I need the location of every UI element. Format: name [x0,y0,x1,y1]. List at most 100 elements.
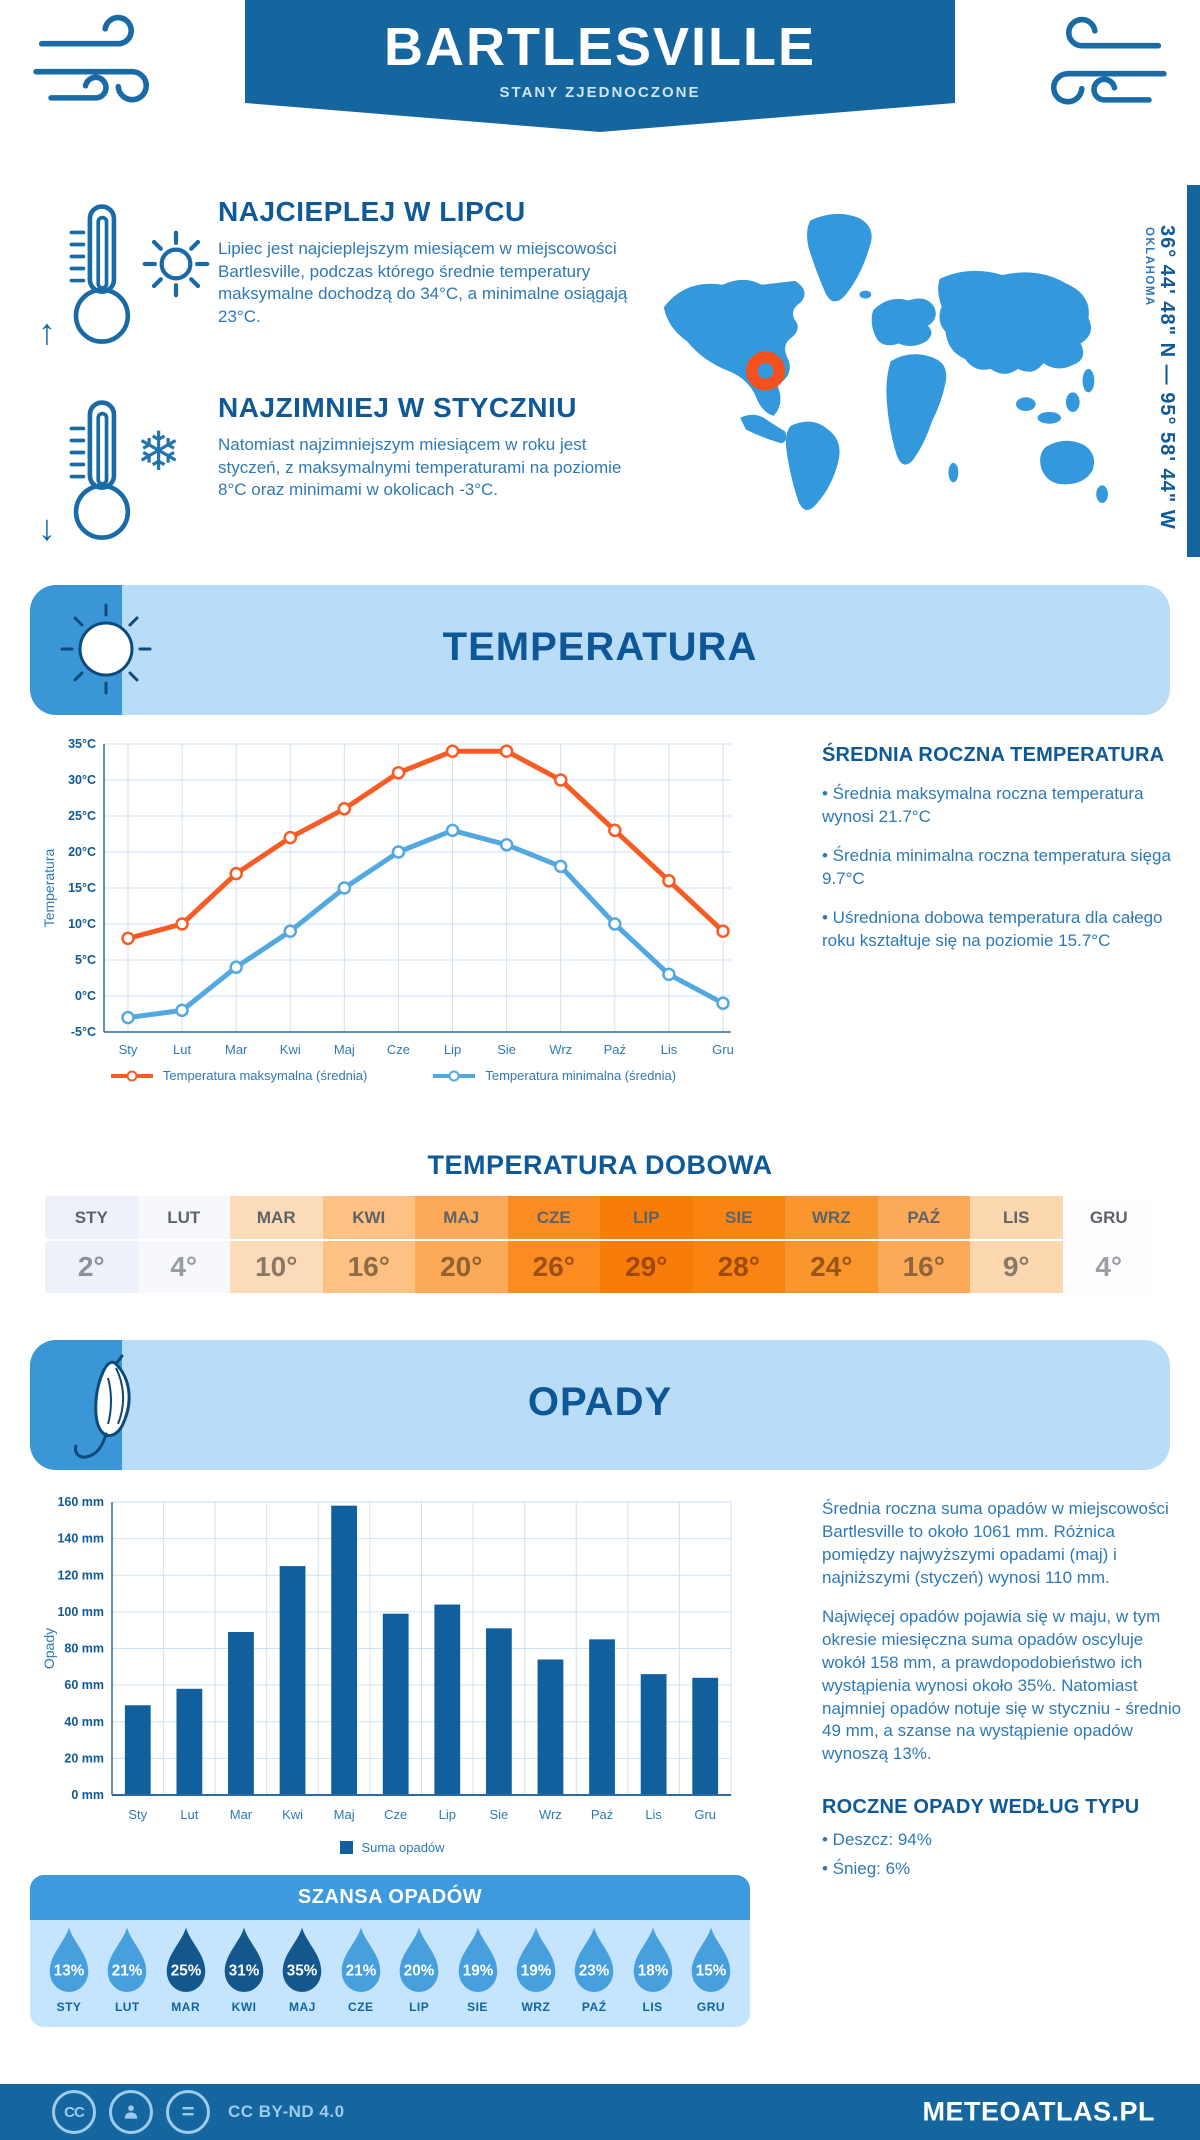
svg-text:Maj: Maj [334,1042,355,1057]
svg-text:21%: 21% [346,1963,377,1980]
table-month: KWI [322,1196,415,1241]
precip-paragraph: Najwięcej opadów pojawia się w maju, w t… [822,1606,1182,1764]
svg-text:35%: 35% [287,1963,318,1980]
svg-text:Wrz: Wrz [549,1042,572,1057]
cold-paragraph: Natomiast najzimniejszym miesiącem w rok… [218,435,622,500]
droplet-month: CZE [348,2000,374,2014]
temperature-band: TEMPERATURA [30,585,1170,715]
svg-text:Lip: Lip [439,1807,456,1822]
table-cell: SIE 28° [692,1196,785,1293]
daily-temperature-title: TEMPERATURA DOBOWA [427,1150,773,1180]
precipitation-title: OPADY [527,1380,673,1424]
svg-text:160 mm: 160 mm [57,1495,104,1509]
right-edge-bar [1187,185,1200,557]
temperature-title: TEMPERATURA [442,625,758,669]
svg-text:25°C: 25°C [68,809,96,823]
svg-text:Lut: Lut [180,1807,198,1822]
svg-text:Maj: Maj [334,1807,355,1822]
table-month: LUT [137,1196,230,1241]
svg-text:Gru: Gru [712,1042,734,1057]
chance-droplets: 13% STY 21% LUT 25% MAR 31% KWI [30,1920,750,2014]
table-month: PAŹ [877,1196,970,1241]
chance-droplet: 15% GRU [684,1926,738,2014]
chance-droplet: 21% CZE [334,1926,388,2014]
svg-text:35°C: 35°C [68,737,96,751]
svg-text:18%: 18% [637,1963,668,1980]
svg-text:0°C: 0°C [75,989,96,1003]
table-value: 29° [625,1251,668,1282]
droplet-icon: 15% [691,1927,731,1992]
table-value: 20° [440,1251,483,1282]
svg-text:10°C: 10°C [68,917,96,931]
chance-panel: SZANSA OPADÓW 13% STY 21% LUT 25% MAR [30,1875,750,2027]
svg-text:31%: 31% [229,1963,260,1980]
droplet-month: MAJ [289,2000,316,2014]
location-marker [745,351,786,391]
svg-text:Sty: Sty [119,1042,138,1057]
svg-text:23%: 23% [579,1963,610,1980]
svg-text:Cze: Cze [384,1807,407,1822]
legend-swatch [340,1841,354,1854]
svg-text:Mar: Mar [230,1807,253,1822]
cc-icon: CC [52,2090,96,2134]
svg-text:Lis: Lis [645,1807,662,1822]
summary-point: • Średnia maksymalna roczna temperatura … [822,784,1144,826]
table-month: STY [45,1196,138,1241]
chance-droplet: 19% WRZ [509,1926,563,2014]
table-value: 2° [77,1251,105,1282]
svg-text:30°C: 30°C [68,773,96,787]
chance-droplet: 21% LUT [100,1926,154,2014]
legend-label: Suma opadów [361,1840,445,1855]
coldest-month-block: ↓ ❄ NAJZIMNIEJ W STYCZNIU Natomiast najz… [38,392,648,552]
svg-text:120 mm: 120 mm [57,1568,104,1582]
svg-text:15%: 15% [696,1963,727,1980]
droplet-icon: 23% [574,1927,614,1992]
region-text: OKLAHOMA [1143,227,1155,307]
table-cell: PAŹ 16° [877,1196,970,1293]
coordinates-text: 36° 44' 48" N — 95° 58' 44" W [1156,225,1178,530]
cc-icons: CC = [52,2090,210,2134]
wind-icon-left [33,14,150,103]
warmest-month-block: ↑ NAJCIEPLEJ W LIPCU Lipiec jest najciep… [38,196,648,356]
droplet-month: LIP [409,2000,430,2014]
svg-text:Paź: Paź [604,1042,626,1057]
table-month: WRZ [785,1196,878,1241]
svg-text:15°C: 15°C [68,881,96,895]
snowflake-icon: ❄ [136,420,182,483]
precip-paragraph: Średnia roczna suma opadów w miejscowośc… [822,1499,1169,1587]
table-value: 26° [532,1251,575,1282]
table-month: MAJ [415,1196,508,1241]
table-value: 9° [1002,1251,1030,1282]
city-banner: BARTLESVILLE STANY ZJEDNOCZONE [245,0,955,132]
temperature-summary: ŚREDNIA ROCZNA TEMPERATURA • Średnia mak… [822,744,1184,953]
warm-icons: ↑ [38,196,218,356]
droplet-icon: 20% [399,1927,439,1992]
chance-droplet: 18% LIS [626,1926,680,2014]
droplet-month: MAR [171,2000,201,2014]
legend-item: Temperatura maksymalna (średnia) [109,1068,367,1083]
wind-icon-right [1050,16,1167,105]
svg-text:Wrz: Wrz [539,1807,562,1822]
precip-type-title: ROCZNE OPADY WEDŁUG TYPU [822,1796,1140,1819]
droplet-month: LIS [642,2000,663,2014]
precipitation-summary: Średnia roczna suma opadów w miejscowośc… [822,1498,1190,1881]
droplet-icon: 19% [516,1927,556,1992]
brand-logo: METEOATLAS.PL [922,2096,1155,2127]
coordinates-block: 36° 44' 48" N — 95° 58' 44" W OKLAHOMA [1143,225,1178,597]
droplet-icon: 13% [49,1927,89,1992]
table-cell: LUT 4° [137,1196,230,1293]
precip-type-point: • Deszcz: 94% [822,1830,932,1850]
table-month: LIS [970,1196,1063,1241]
svg-text:20 mm: 20 mm [64,1751,104,1765]
arrow-up-icon: ↑ [38,311,56,352]
svg-text:21%: 21% [112,1963,143,1980]
legend-item: Temperatura minimalna (średnia) [431,1068,676,1083]
svg-text:80 mm: 80 mm [64,1642,104,1656]
droplet-month: PAŹ [581,2000,607,2014]
droplet-month: WRZ [521,2000,551,2014]
chance-droplet: 19% SIE [451,1926,505,2014]
svg-text:25%: 25% [170,1963,201,1980]
droplet-icon: 31% [224,1927,264,1992]
table-cell: MAR 10° [230,1196,323,1293]
warm-paragraph: Lipiec jest najcieplejszym miesiącem w m… [218,239,628,326]
